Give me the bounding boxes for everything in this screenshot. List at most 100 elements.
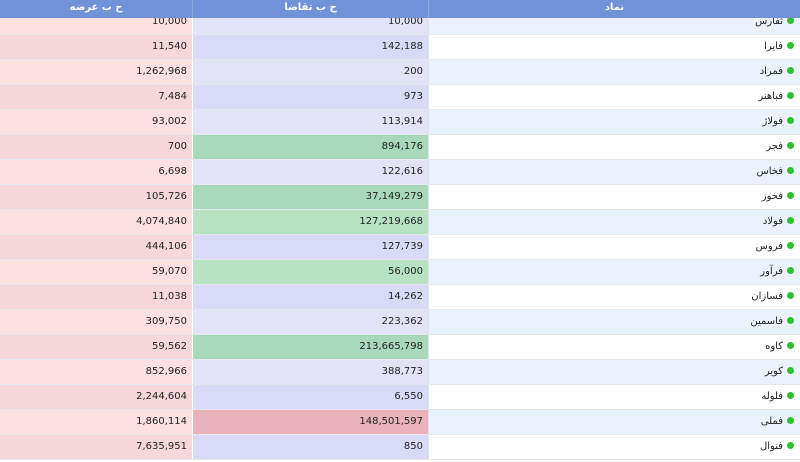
bid-volume-cell: 850 [193, 435, 429, 459]
symbol-cell[interactable]: فخوز [429, 185, 800, 209]
table-row[interactable]: 105,726 37,149,279 فخوز [0, 185, 800, 210]
symbol-cell[interactable]: فروس [429, 235, 800, 259]
bid-volume-cell: 122,616 [193, 160, 429, 184]
status-dot-icon [787, 292, 794, 299]
bid-volume-cell: 894,176 [193, 135, 429, 159]
offer-volume-cell: 1,860,114 [0, 410, 193, 434]
table-row[interactable]: 7,635,951 850 فنوال [0, 435, 800, 460]
table-row[interactable]: 11,038 14,262 فسازان [0, 285, 800, 310]
symbol-cell[interactable]: فنوال [429, 435, 800, 459]
symbol-cell[interactable]: فجر [429, 135, 800, 159]
symbol-label: فخاس [756, 166, 784, 177]
offer-volume-cell: 700 [0, 135, 193, 159]
symbol-label: کویر [764, 366, 783, 377]
bid-volume-cell: 56,000 [193, 260, 429, 284]
symbol-cell[interactable]: فایرا [429, 35, 800, 59]
status-dot-icon [787, 242, 794, 249]
bid-volume-cell: 127,739 [193, 235, 429, 259]
symbol-label: فسازان [751, 291, 783, 302]
status-dot-icon [787, 442, 794, 449]
symbol-cell[interactable]: فملی [429, 410, 800, 434]
offer-volume-cell: 7,635,951 [0, 435, 193, 459]
table-body: 10,000 10,000 ثفارس 11,540 142,188 فایرا 1,262… [0, 10, 800, 460]
bid-volume-cell: 200 [193, 60, 429, 84]
status-dot-icon [787, 192, 794, 199]
status-dot-icon [787, 92, 794, 99]
table-row[interactable]: 11,540 142,188 فایرا [0, 35, 800, 60]
offer-volume-cell: 309,750 [0, 310, 193, 334]
symbol-cell[interactable]: کویر [429, 360, 800, 384]
bid-volume-cell: 14,262 [193, 285, 429, 309]
offer-volume-cell: 93,002 [0, 110, 193, 134]
symbol-cell[interactable]: فرآور [429, 260, 800, 284]
status-dot-icon [787, 367, 794, 374]
table-row[interactable]: 7,484 973 فباهنر [0, 85, 800, 110]
table-row[interactable]: 1,860,114 148,501,597 فملی [0, 410, 800, 435]
column-header-bid[interactable]: ح ب تقاضا [193, 0, 429, 18]
status-dot-icon [787, 167, 794, 174]
table-row[interactable]: 4,074,840 127,219,668 فولاد [0, 210, 800, 235]
offer-volume-cell: 6,698 [0, 160, 193, 184]
status-dot-icon [787, 267, 794, 274]
table-row[interactable]: 59,070 56,000 فرآور [0, 260, 800, 285]
symbol-cell[interactable]: کاوه [429, 335, 800, 359]
bid-volume-cell: 388,773 [193, 360, 429, 384]
bid-volume-cell: 223,362 [193, 310, 429, 334]
table-header: ح ب عرضه ح ب تقاضا نماد [0, 0, 800, 18]
symbol-label: فایرا [764, 41, 783, 52]
symbol-cell[interactable]: فاسمین [429, 310, 800, 334]
bid-volume-cell: 113,914 [193, 110, 429, 134]
bid-volume-cell: 37,149,279 [193, 185, 429, 209]
bid-volume-cell: 973 [193, 85, 429, 109]
symbol-label: کاوه [765, 341, 783, 352]
offer-volume-cell: 11,038 [0, 285, 193, 309]
offer-volume-cell: 4,074,840 [0, 210, 193, 234]
symbol-label: فولاد [762, 216, 783, 227]
status-dot-icon [787, 67, 794, 74]
offer-volume-cell: 7,484 [0, 85, 193, 109]
table-row[interactable]: 6,698 122,616 فخاس [0, 160, 800, 185]
symbol-label: فباهنر [758, 91, 783, 102]
bid-volume-cell: 142,188 [193, 35, 429, 59]
table-row[interactable]: 852,966 388,773 کویر [0, 360, 800, 385]
table-row[interactable]: 444,106 127,739 فروس [0, 235, 800, 260]
symbol-cell[interactable]: فولاد [429, 210, 800, 234]
table-row[interactable]: 700 894,176 فجر [0, 135, 800, 160]
offer-volume-cell: 59,562 [0, 335, 193, 359]
column-header-symbol[interactable]: نماد [429, 0, 800, 18]
bid-volume-cell: 148,501,597 [193, 410, 429, 434]
symbol-label: فروس [755, 241, 783, 252]
table-row[interactable]: 2,244,604 6,550 فلوله [0, 385, 800, 410]
bid-volume-cell: 213,665,798 [193, 335, 429, 359]
symbol-cell[interactable]: فسازان [429, 285, 800, 309]
status-dot-icon [787, 392, 794, 399]
table-row[interactable]: 309,750 223,362 فاسمین [0, 310, 800, 335]
offer-volume-cell: 59,070 [0, 260, 193, 284]
symbol-label: فاسمین [750, 316, 783, 327]
symbol-cell[interactable]: فباهنر [429, 85, 800, 109]
symbol-label: فنوال [759, 441, 783, 452]
status-dot-icon [787, 142, 794, 149]
offer-volume-cell: 1,262,968 [0, 60, 193, 84]
status-dot-icon [787, 417, 794, 424]
column-header-offer[interactable]: ح ب عرضه [0, 0, 193, 18]
symbol-label: فلوله [761, 391, 783, 402]
offer-volume-cell: 105,726 [0, 185, 193, 209]
symbol-cell[interactable]: فخاس [429, 160, 800, 184]
status-dot-icon [787, 342, 794, 349]
symbol-label: فجر [766, 141, 783, 152]
symbol-cell[interactable]: فولاژ [429, 110, 800, 134]
table-row[interactable]: 59,562 213,665,798 کاوه [0, 335, 800, 360]
symbol-label: ثفارس [755, 16, 783, 27]
status-dot-icon [787, 17, 794, 24]
table-row[interactable]: 93,002 113,914 فولاژ [0, 110, 800, 135]
symbol-label: فولاژ [762, 116, 783, 127]
status-dot-icon [787, 42, 794, 49]
symbol-label: فملی [760, 416, 783, 427]
symbol-label: فرآور [760, 266, 783, 277]
table-row[interactable]: 1,262,968 200 فمراد [0, 60, 800, 85]
symbol-cell[interactable]: فمراد [429, 60, 800, 84]
offer-volume-cell: 444,106 [0, 235, 193, 259]
symbol-cell[interactable]: فلوله [429, 385, 800, 409]
